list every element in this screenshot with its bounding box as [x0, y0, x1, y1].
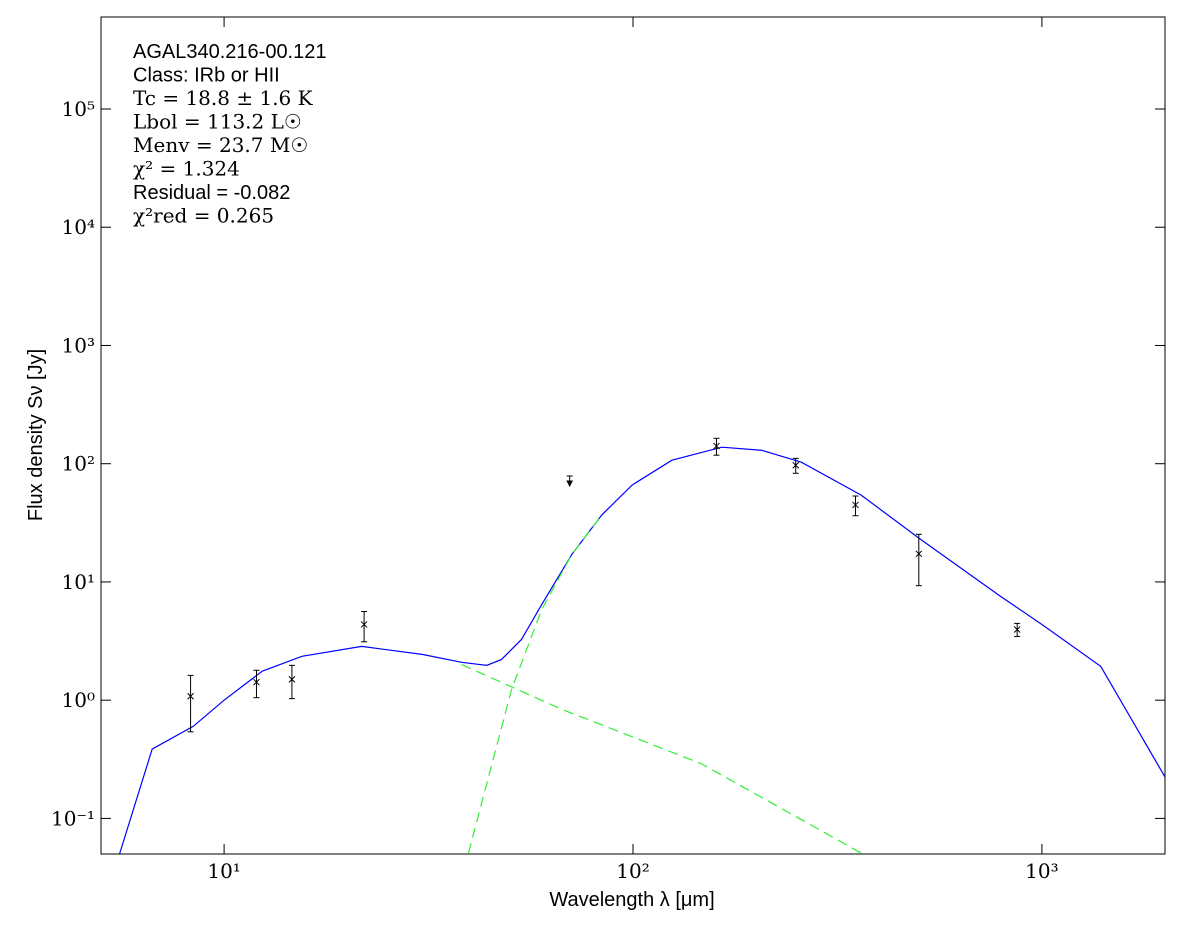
- y-tick-label: 10⁻¹: [51, 806, 95, 830]
- model-curve: [461, 664, 862, 854]
- annotation: Menv = 23.7 M☉: [133, 133, 308, 157]
- data-point: [187, 692, 194, 700]
- data-point: [360, 621, 368, 628]
- model-curve: [467, 514, 603, 854]
- y-tick-label: 10³: [62, 333, 95, 357]
- upper-limit: [566, 475, 573, 488]
- data-point: [915, 550, 923, 558]
- annotation: Residual = -0.082: [133, 182, 290, 204]
- x-tick-label: 10¹: [207, 859, 240, 883]
- data-point: [253, 678, 260, 686]
- annotation: AGAL340.216-00.121: [133, 41, 327, 63]
- data-point: [852, 501, 859, 509]
- y-tick-label: 10⁵: [62, 97, 95, 121]
- data-point: [1013, 626, 1021, 633]
- data-point: [288, 676, 296, 683]
- y-tick-label: 10⁴: [62, 215, 95, 239]
- plot-area: [118, 437, 1165, 854]
- data-point: [713, 442, 720, 450]
- annotation: Class: IRb or HII: [133, 65, 280, 87]
- annotation: χ² = 1.324: [133, 157, 240, 181]
- x-tick-label: 10³: [1025, 859, 1058, 883]
- annotation: Lbol = 113.2 L☉: [133, 110, 302, 134]
- y-axis-label: Flux density Sν [Jy]: [25, 349, 47, 521]
- y-tick-label: 10²: [62, 452, 95, 476]
- y-tick-label: 10⁰: [62, 688, 95, 712]
- y-tick-label: 10¹: [62, 570, 95, 594]
- data-point: [792, 461, 800, 469]
- model-curve: [118, 446, 1165, 854]
- x-tick-label: 10²: [616, 859, 649, 883]
- annotation: χ²red = 0.265: [133, 204, 274, 228]
- annotation: Tc = 18.8 ± 1.6 K: [133, 86, 314, 110]
- x-axis-label: Wavelength λ [μm]: [549, 889, 714, 911]
